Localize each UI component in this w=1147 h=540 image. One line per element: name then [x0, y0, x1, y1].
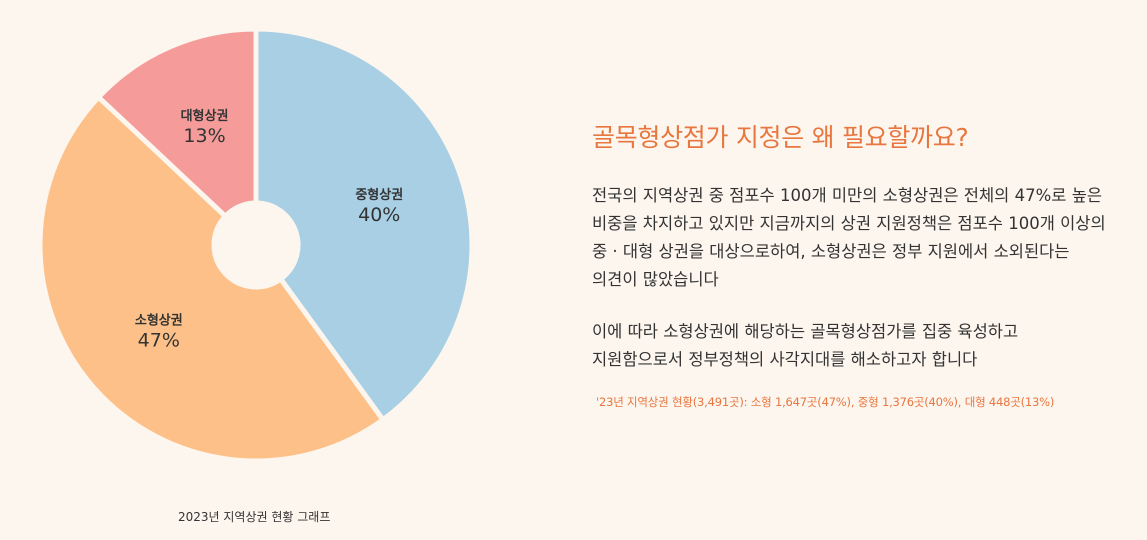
slice-label-percent: 40%: [358, 204, 400, 226]
slice-label-percent: 47%: [138, 330, 180, 352]
pie-slice-2: [37, 94, 386, 464]
statistics-note: '23년 지역상권 현황(3,491곳): 소형 1,647곳(47%), 중형…: [596, 395, 1055, 409]
pie-slice-1: [253, 26, 475, 423]
description-paragraph-1: 전국의 지역상권 중 점포수 100개 미만의 소형상권은 전체의 47%로 높…: [592, 186, 1106, 289]
slice-label-name: 소형상권: [135, 313, 183, 329]
chart-caption: 2023년 지역상권 현황 그래프: [178, 510, 331, 524]
slice-label-name: 대형상권: [181, 108, 229, 124]
slice-label-percent: 13%: [183, 125, 225, 147]
description-paragraph-2: 이에 따라 소형상권에 해당하는 골목형상점가를 집중 육성하고 지원함으로서 …: [592, 322, 1019, 369]
pie-slice-3: [96, 26, 259, 219]
chart-area: 중형상권 40% 소형상권 47% 대형상권 13% 2023년 지역상권 현황 그래프: [0, 0, 520, 540]
slice-label-name: 중형상권: [355, 187, 403, 203]
section-heading: 골목형상점가 지정은 왜 필요할까요?: [592, 123, 969, 152]
info-panel: 골목형상점가 지정은 왜 필요할까요? 전국의 지역상권 중 점포수 100개 …: [592, 118, 1112, 410]
